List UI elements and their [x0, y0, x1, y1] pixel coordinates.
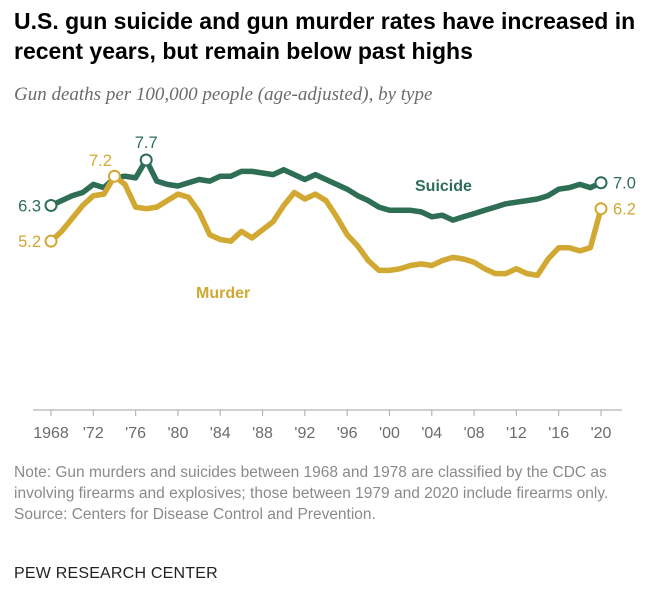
- chart-title: U.S. gun suicide and gun murder rates ha…: [14, 8, 636, 64]
- endpoint-marker: [107, 169, 121, 183]
- series-line-murder: [48, 173, 604, 279]
- line-chart: 6.3 7.7 7.0 5.2 7.2 6.2 1968 '72 '76 '80 '84 '88 '9…: [18, 134, 636, 442]
- value-label: 7.2: [89, 152, 112, 170]
- x-tick-label: '00: [379, 425, 400, 442]
- x-tick-label: '08: [464, 425, 485, 442]
- endpoint-marker: [594, 176, 608, 190]
- chart-notes: Note: Gun murders and suicides between 1…: [14, 462, 644, 525]
- value-label: 7.7: [135, 134, 158, 152]
- series-line-suicide: [48, 157, 604, 223]
- x-axis-ticks: 1968 '72 '76 '80 '84 '88 '92 '96 '00 '04 '08 '12 '16…: [33, 410, 612, 442]
- x-tick-label: '96: [337, 425, 358, 442]
- x-tick-label: '88: [252, 425, 273, 442]
- x-tick-label: '16: [548, 425, 569, 442]
- endpoint-marker: [594, 202, 608, 216]
- x-tick-label: '20: [591, 425, 612, 442]
- org-footer: PEW RESEARCH CENTER: [14, 565, 218, 582]
- x-tick-label: '76: [125, 425, 146, 442]
- x-tick-label: '80: [167, 425, 188, 442]
- value-labels: 6.3 7.7 7.0 5.2 7.2 6.2: [18, 134, 636, 251]
- endpoint-marker: [139, 153, 153, 167]
- endpoint-marker: [44, 198, 58, 212]
- value-label: 6.2: [613, 201, 636, 219]
- endpoint-marker: [44, 234, 58, 248]
- x-tick-label: '84: [210, 425, 231, 442]
- note-text: Note: Gun murders and suicides between 1…: [14, 464, 609, 502]
- series-label-murder: Murder: [196, 285, 250, 302]
- x-tick-label: 1968: [33, 425, 69, 442]
- series-lines: [48, 157, 604, 279]
- x-tick-label: '72: [83, 425, 104, 442]
- x-tick-label: '92: [294, 425, 315, 442]
- x-tick-label: '12: [506, 425, 527, 442]
- value-label: 6.3: [18, 197, 41, 215]
- series-label-suicide: Suicide: [415, 178, 472, 195]
- x-tick-label: '04: [421, 425, 442, 442]
- chart-subtitle: Gun deaths per 100,000 people (age-adjus…: [14, 84, 433, 105]
- value-label: 7.0: [613, 175, 636, 193]
- source-text: Source: Centers for Disease Control and …: [14, 506, 376, 523]
- value-label: 5.2: [18, 233, 41, 251]
- endpoint-markers: [44, 153, 608, 248]
